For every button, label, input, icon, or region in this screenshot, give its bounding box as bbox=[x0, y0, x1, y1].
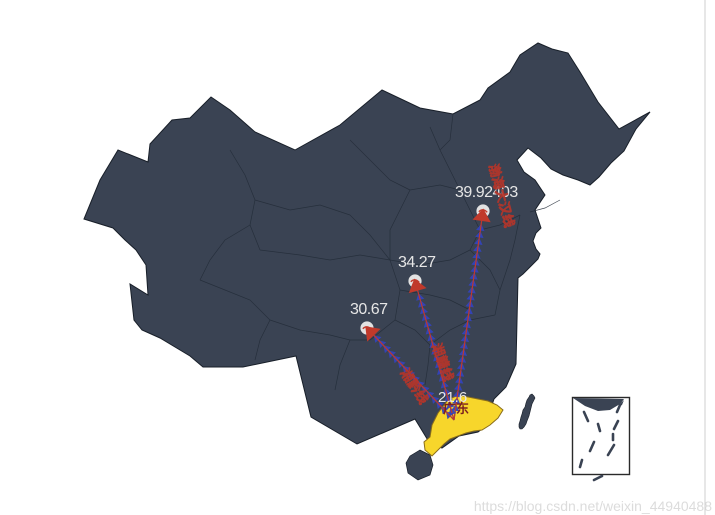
svg-text:34.27: 34.27 bbox=[398, 254, 436, 271]
svg-text:https://blog.csdn.net/weixin_4: https://blog.csdn.net/weixin_44940488 bbox=[474, 498, 712, 514]
svg-text:30.67: 30.67 bbox=[350, 301, 388, 318]
svg-text:广东: 广东 bbox=[443, 401, 469, 416]
